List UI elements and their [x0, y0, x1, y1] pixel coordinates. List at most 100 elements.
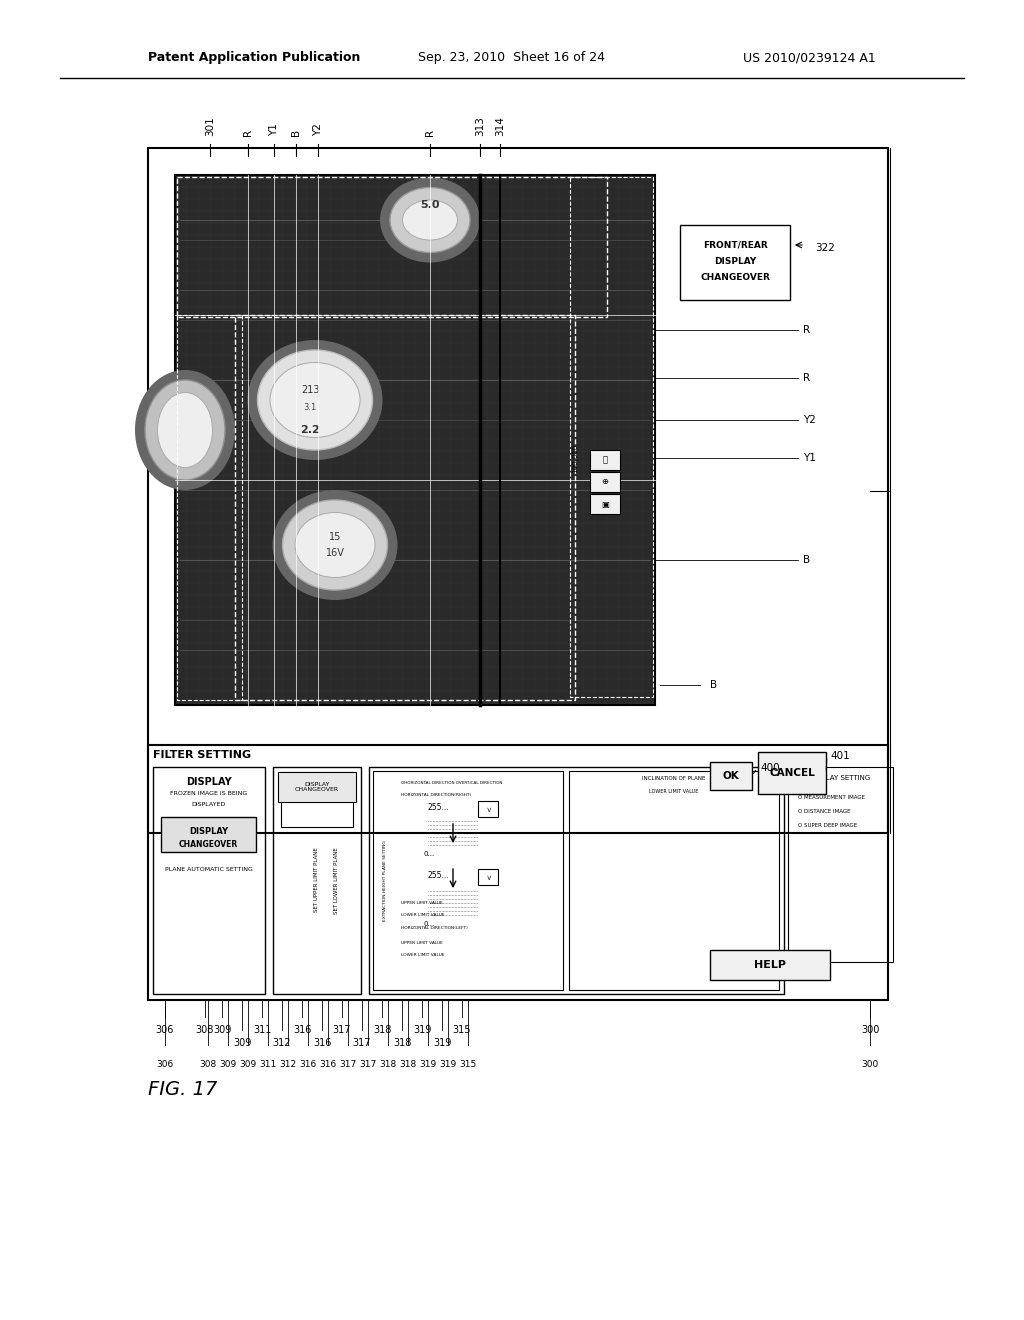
Text: 5.0: 5.0	[420, 201, 439, 210]
Bar	[273, 767, 361, 994]
Text: FIG. 17: FIG. 17	[148, 1080, 217, 1100]
Text: 316: 316	[312, 1038, 331, 1048]
Text: 213: 213	[301, 385, 319, 395]
Text: 318: 318	[399, 1060, 417, 1069]
Text: >: >	[485, 874, 490, 880]
Text: R: R	[425, 129, 435, 136]
Text: 317: 317	[339, 1060, 356, 1069]
Text: 300: 300	[861, 1060, 879, 1069]
Text: CHANGEOVER: CHANGEOVER	[179, 840, 239, 849]
Text: 401: 401	[830, 751, 850, 762]
Text: 255...: 255...	[428, 803, 450, 812]
Text: 318: 318	[393, 1038, 412, 1048]
Text: 306: 306	[157, 1060, 174, 1069]
Text: HELP: HELP	[754, 960, 786, 970]
Text: OK: OK	[723, 771, 739, 781]
Bar	[478, 801, 498, 817]
Ellipse shape	[402, 201, 458, 240]
Text: R: R	[803, 325, 810, 335]
Text: 312: 312	[272, 1038, 291, 1048]
Text: INCLINATION OF PLANE: INCLINATION OF PLANE	[642, 776, 706, 781]
Text: B: B	[710, 680, 717, 690]
Bar	[234, 315, 575, 700]
Text: R: R	[803, 374, 810, 383]
Bar	[710, 762, 752, 789]
Bar	[788, 767, 893, 962]
Text: 319: 319	[433, 1038, 452, 1048]
Text: 317: 317	[333, 1026, 351, 1035]
Bar	[177, 177, 607, 317]
Text: 2.2: 2.2	[300, 425, 319, 436]
Ellipse shape	[272, 490, 397, 601]
Text: ⊕: ⊕	[601, 478, 608, 487]
Text: Sep. 23, 2010  Sheet 16 of 24: Sep. 23, 2010 Sheet 16 of 24	[419, 51, 605, 65]
Bar	[590, 494, 620, 513]
Text: OHORIZONTAL DIRECTION OVERTICAL DIRECTION: OHORIZONTAL DIRECTION OVERTICAL DIRECTIO…	[401, 781, 503, 785]
Text: 317: 317	[352, 1038, 372, 1048]
Text: 316: 316	[299, 1060, 316, 1069]
Text: 316: 316	[293, 1026, 311, 1035]
Bar	[590, 473, 620, 492]
Text: 308: 308	[196, 1026, 214, 1035]
Text: O SUPER DEEP IMAGE: O SUPER DEEP IMAGE	[798, 822, 857, 828]
Text: 315: 315	[453, 1026, 471, 1035]
Bar	[570, 177, 653, 697]
Text: 322: 322	[815, 243, 835, 253]
Text: 309: 309	[232, 1038, 251, 1048]
Text: DISPLAY: DISPLAY	[714, 257, 756, 267]
Ellipse shape	[270, 363, 360, 437]
Text: PLANE AUTOMATIC SETTING: PLANE AUTOMATIC SETTING	[165, 867, 253, 873]
Text: DISPLAY: DISPLAY	[186, 777, 231, 787]
Bar	[758, 752, 826, 795]
Text: SET LOWER LIMIT PLANE: SET LOWER LIMIT PLANE	[335, 847, 340, 913]
Bar	[175, 176, 655, 705]
Text: 319: 319	[413, 1026, 431, 1035]
Text: 309: 309	[213, 1026, 231, 1035]
Text: 311: 311	[259, 1060, 276, 1069]
Bar	[569, 771, 779, 990]
Text: 315: 315	[460, 1060, 476, 1069]
Text: FILTER SETTING: FILTER SETTING	[153, 750, 251, 760]
Text: LOWER LIMIT VALUE: LOWER LIMIT VALUE	[401, 913, 444, 917]
Ellipse shape	[158, 392, 213, 467]
Text: 15: 15	[329, 532, 341, 543]
Text: 312: 312	[280, 1060, 297, 1069]
Bar	[161, 817, 256, 851]
Text: 317: 317	[359, 1060, 377, 1069]
Text: 318: 318	[373, 1026, 391, 1035]
Ellipse shape	[390, 187, 470, 252]
Bar	[153, 767, 265, 994]
Ellipse shape	[295, 512, 375, 578]
Text: Y2: Y2	[803, 414, 816, 425]
Text: 400: 400	[760, 763, 779, 774]
Text: 314: 314	[495, 116, 505, 136]
Text: DISPLAY: DISPLAY	[189, 828, 228, 836]
Text: 255...: 255...	[428, 871, 450, 880]
Text: 3.1: 3.1	[303, 404, 316, 412]
Text: B: B	[291, 129, 301, 136]
Text: 316: 316	[319, 1060, 337, 1069]
Text: 300: 300	[861, 1026, 880, 1035]
Text: Patent Application Publication: Patent Application Publication	[148, 51, 360, 65]
Bar	[590, 450, 620, 470]
Text: O DISTANCE IMAGE: O DISTANCE IMAGE	[798, 809, 851, 814]
Text: 0...: 0...	[423, 851, 434, 857]
Bar	[148, 744, 888, 1001]
Text: 308: 308	[200, 1060, 217, 1069]
Text: 100,000: 100,000	[572, 444, 578, 473]
Ellipse shape	[283, 500, 387, 590]
Bar	[148, 148, 888, 833]
Bar	[478, 869, 498, 884]
Ellipse shape	[257, 350, 373, 450]
Ellipse shape	[380, 177, 480, 263]
Bar	[369, 767, 784, 994]
Text: 306: 306	[156, 1026, 174, 1035]
Bar	[710, 950, 830, 979]
Text: Y1: Y1	[269, 123, 279, 136]
Ellipse shape	[145, 380, 225, 480]
Text: EXTRACTION HEIGHT PLANE SETTING: EXTRACTION HEIGHT PLANE SETTING	[383, 840, 387, 921]
Text: O MEASUREMENT IMAGE: O MEASUREMENT IMAGE	[798, 795, 865, 800]
Text: 16V: 16V	[326, 548, 344, 558]
Text: UPPER LIMIT VALUE: UPPER LIMIT VALUE	[401, 902, 442, 906]
Text: B: B	[803, 554, 810, 565]
